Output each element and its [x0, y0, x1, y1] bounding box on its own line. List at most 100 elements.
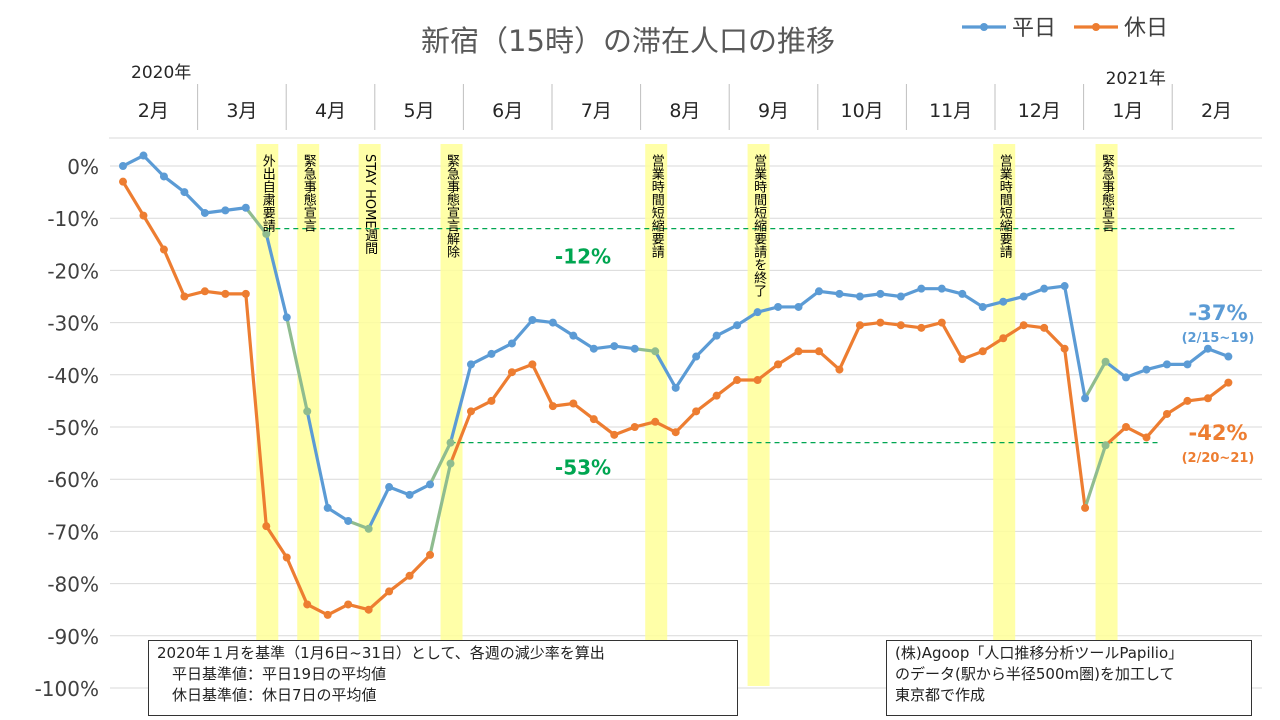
- data-point: [651, 417, 660, 426]
- year-label: 2021年: [1106, 69, 1166, 89]
- series-segment: [694, 394, 719, 413]
- data-point: [528, 360, 537, 369]
- y-tick-label: 0%: [67, 155, 99, 179]
- series-segment: [694, 334, 719, 359]
- series-segment: [1001, 323, 1026, 340]
- data-point: [385, 483, 394, 492]
- event-band: [747, 144, 770, 686]
- data-point: [1081, 503, 1090, 512]
- data-point: [876, 289, 885, 298]
- series-segment: [141, 213, 166, 252]
- data-point: [262, 522, 271, 531]
- month-label: 2月: [138, 100, 169, 122]
- series-segment: [244, 206, 268, 236]
- data-point: [671, 383, 680, 392]
- data-point: [896, 292, 905, 301]
- data-point: [855, 292, 864, 301]
- event-label: 営業時間短縮要請: [997, 154, 1013, 258]
- month-label: 2月: [1201, 100, 1232, 122]
- month-label: 9月: [758, 100, 789, 122]
- data-point: [364, 524, 373, 533]
- series-segment: [1185, 347, 1210, 366]
- series-segment: [817, 349, 842, 372]
- event-label: 緊急事態宣言: [1099, 154, 1115, 232]
- series-segment: [387, 574, 412, 594]
- y-tick-label: -50%: [47, 416, 99, 440]
- data-point: [671, 428, 680, 437]
- data-point: [835, 289, 844, 298]
- data-point: [712, 331, 721, 340]
- chart-title: 新宿（15時）の滞在人口の推移: [421, 24, 835, 58]
- data-point: [1224, 378, 1233, 387]
- data-point: [589, 415, 598, 424]
- data-point: [405, 490, 414, 499]
- series-segment: [674, 354, 698, 390]
- gridlines: [110, 165, 1262, 689]
- y-tick-label: -40%: [47, 364, 99, 388]
- series-segment: [264, 232, 289, 319]
- data-point: [1060, 344, 1069, 353]
- series-segment: [715, 378, 739, 398]
- data-point: [958, 355, 967, 364]
- data-point: [610, 430, 619, 439]
- data-point: [139, 211, 148, 220]
- data-point: [589, 344, 598, 353]
- data-point: [200, 287, 209, 296]
- series-segment: [285, 315, 309, 413]
- month-label: 8月: [669, 100, 700, 122]
- y-tick-label: -80%: [47, 573, 99, 597]
- data-point: [569, 399, 578, 408]
- data-point: [774, 360, 783, 369]
- data-point: [917, 284, 926, 293]
- data-point: [733, 376, 742, 385]
- series-segment: [264, 524, 289, 560]
- event-band: [256, 144, 279, 640]
- data-point: [426, 480, 435, 489]
- data-point: [1203, 394, 1212, 403]
- series-segment: [1144, 412, 1169, 440]
- data-point: [1142, 433, 1151, 442]
- series-segment: [735, 310, 760, 327]
- y-tick-label: -60%: [47, 468, 99, 492]
- series-segment: [551, 321, 575, 338]
- data-point: [1142, 365, 1151, 374]
- data-point: [896, 321, 905, 330]
- series-segment: [162, 247, 187, 299]
- data-point: [426, 550, 435, 559]
- series-segment: [755, 362, 780, 382]
- data-point: [1162, 409, 1171, 418]
- event-label: 緊急事態宣言: [301, 154, 317, 232]
- data-point: [487, 396, 496, 405]
- data-point: [548, 402, 557, 411]
- data-point: [180, 292, 189, 301]
- data-point: [958, 289, 967, 298]
- data-point: [794, 347, 803, 356]
- data-point: [1224, 352, 1233, 361]
- data-point: [937, 318, 946, 327]
- event-band: [297, 144, 320, 640]
- data-point: [1101, 357, 1110, 366]
- series-segment: [305, 409, 330, 510]
- event-band: [440, 144, 463, 640]
- month-label: 1月: [1112, 100, 1143, 122]
- data-point: [1183, 360, 1192, 369]
- series-segment: [1083, 360, 1108, 400]
- data-point: [221, 289, 230, 298]
- data-point: [978, 302, 987, 311]
- month-label: 6月: [492, 100, 523, 122]
- legend-label: 休日: [1124, 16, 1168, 41]
- event-band: [993, 144, 1016, 640]
- legend-marker: [1092, 23, 1100, 31]
- series-segment: [182, 190, 207, 215]
- y-tick-label: -20%: [47, 259, 99, 283]
- series-segment: [489, 370, 514, 403]
- month-label: 7月: [581, 100, 612, 122]
- data-point: [692, 407, 701, 416]
- data-point: [978, 347, 987, 356]
- data-point: [507, 368, 516, 377]
- data-point: [733, 321, 742, 330]
- data-point: [1019, 321, 1028, 330]
- data-point: [712, 391, 721, 400]
- data-point: [323, 610, 332, 619]
- data-point: [119, 177, 127, 186]
